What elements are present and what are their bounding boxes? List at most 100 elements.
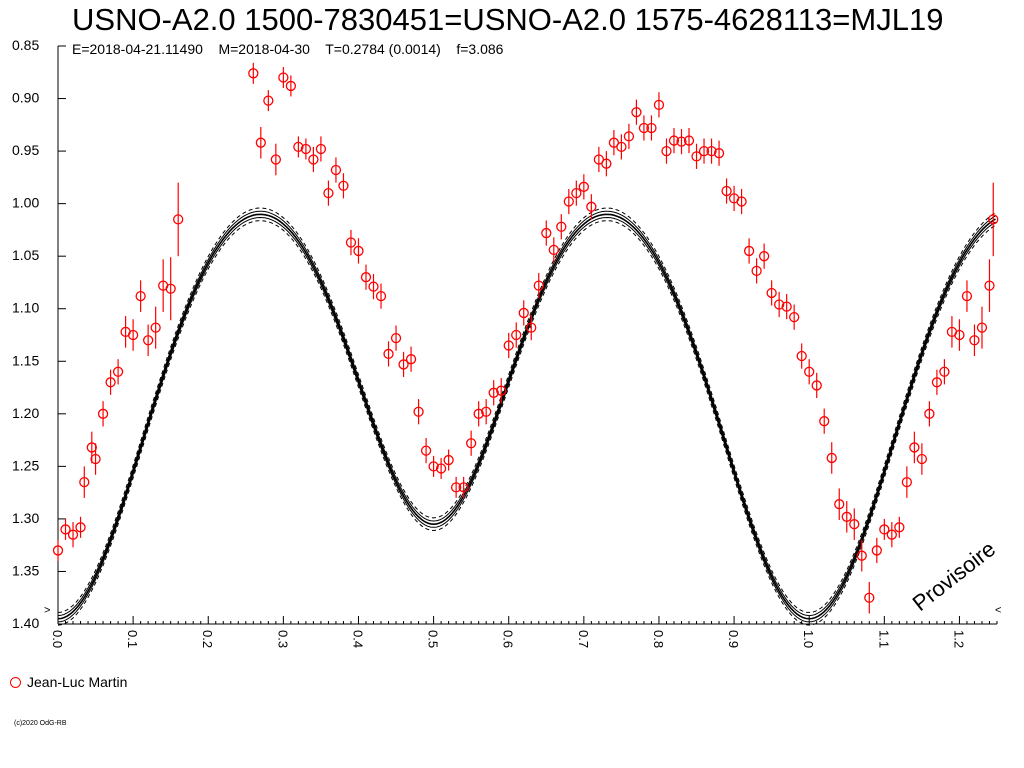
x-tick-label: 1.0 xyxy=(801,630,816,648)
data-point xyxy=(864,592,875,603)
data-point xyxy=(706,145,717,157)
left-marker: > xyxy=(44,604,50,616)
data-point xyxy=(142,335,154,346)
data-point xyxy=(939,366,950,377)
model-curves xyxy=(57,207,996,626)
data-point xyxy=(691,151,702,162)
data-point xyxy=(503,340,514,351)
data-point xyxy=(871,545,882,556)
data-point xyxy=(383,348,394,360)
y-tick-label: 1.25 xyxy=(12,457,39,473)
data-point xyxy=(721,185,732,197)
data-point xyxy=(984,280,995,291)
data-point xyxy=(886,529,897,540)
data-point xyxy=(563,196,574,207)
data-point xyxy=(450,482,462,493)
data-point xyxy=(375,290,387,302)
data-point xyxy=(263,95,274,106)
data-point xyxy=(413,406,424,417)
data-point xyxy=(127,329,139,341)
data-point xyxy=(173,214,184,225)
y-tick-label: 1.20 xyxy=(12,405,39,421)
data-point xyxy=(578,181,589,192)
data-point xyxy=(526,322,537,333)
data-point xyxy=(360,272,372,283)
data-point xyxy=(766,287,777,299)
observations xyxy=(52,62,999,614)
data-point xyxy=(924,408,935,419)
data-point xyxy=(105,377,116,388)
data-point xyxy=(781,301,792,312)
y-tick-label: 0.95 xyxy=(12,142,39,158)
y-tick-label: 1.05 xyxy=(12,247,39,263)
data-point xyxy=(856,550,867,561)
data-point xyxy=(435,463,447,474)
y-tick-label: 1.15 xyxy=(12,352,39,368)
data-point xyxy=(616,141,627,153)
data-point xyxy=(270,154,281,165)
data-point xyxy=(954,329,965,341)
data-point xyxy=(398,359,409,370)
data-point xyxy=(751,265,762,277)
y-tick-label: 1.40 xyxy=(12,615,39,631)
data-point xyxy=(481,406,492,417)
data-point xyxy=(969,335,980,346)
x-tick-label: 0.0 xyxy=(50,630,65,648)
data-point xyxy=(593,154,605,165)
data-point xyxy=(811,380,822,391)
legend: Jean-Luc Martin xyxy=(10,674,127,690)
watermark-provisoire: Provisoire xyxy=(908,536,1000,616)
data-point xyxy=(623,131,635,142)
data-point xyxy=(789,311,800,323)
data-point xyxy=(511,329,522,341)
data-point xyxy=(638,122,650,134)
data-point xyxy=(661,145,672,157)
data-point xyxy=(67,529,79,540)
y-tick-label: 1.00 xyxy=(12,195,39,211)
data-point xyxy=(150,322,161,333)
data-point xyxy=(285,80,297,92)
data-point xyxy=(97,408,109,419)
copyright: (c)2020 OdG-RB xyxy=(14,720,67,727)
data-point xyxy=(774,299,785,310)
data-point xyxy=(323,187,334,199)
data-point xyxy=(631,107,642,118)
x-tick-label: 0.2 xyxy=(200,630,215,648)
y-tick-label: 1.10 xyxy=(12,300,39,316)
data-point xyxy=(819,416,830,427)
right-marker: < xyxy=(995,604,1001,616)
y-tick-label: 1.35 xyxy=(12,562,39,578)
data-point xyxy=(255,137,266,148)
data-point xyxy=(52,545,64,556)
data-point xyxy=(804,366,815,377)
data-point xyxy=(676,136,687,147)
data-point xyxy=(533,280,544,291)
data-point xyxy=(308,154,319,165)
data-point xyxy=(496,385,507,396)
data-point xyxy=(736,196,747,207)
x-tick-label: 1.1 xyxy=(876,630,891,648)
data-point xyxy=(135,290,146,302)
data-point xyxy=(278,72,289,83)
data-point xyxy=(79,476,90,488)
data-point xyxy=(428,461,439,472)
data-point xyxy=(976,322,988,333)
x-tick-label: 0.9 xyxy=(726,630,741,648)
data-point xyxy=(90,453,101,465)
x-tick-label: 0.4 xyxy=(350,630,365,648)
x-tick-label: 0.6 xyxy=(501,630,516,648)
data-point xyxy=(556,221,567,232)
data-point xyxy=(713,148,725,159)
data-point xyxy=(909,442,920,453)
data-point xyxy=(668,135,680,146)
data-point xyxy=(60,524,71,535)
data-point xyxy=(826,452,837,464)
data-point xyxy=(601,158,612,169)
data-point xyxy=(248,68,259,79)
data-point xyxy=(541,227,552,239)
data-point xyxy=(841,511,852,522)
data-point xyxy=(653,99,665,111)
data-point xyxy=(368,281,379,292)
model-envelope xyxy=(57,207,996,613)
